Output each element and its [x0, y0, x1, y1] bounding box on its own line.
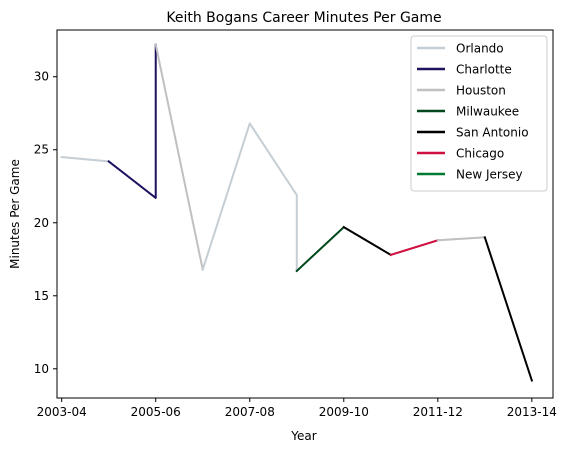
legend-label: Chicago [456, 147, 504, 161]
x-tick-label: 2003-04 [37, 405, 87, 419]
series-line-houston-2 [154, 43, 204, 271]
series-line-chicago-6 [389, 239, 440, 257]
x-tick-label: 2011-12 [413, 405, 463, 419]
series-line-charlotte-1 [107, 43, 157, 199]
chart-title: Keith Bogans Career Minutes Per Game [166, 10, 441, 26]
series-line-san-antonio-5 [342, 225, 393, 257]
legend-label: Milwaukee [456, 105, 519, 119]
series-line-milwaukee-4 [295, 225, 346, 273]
legend-label: Charlotte [456, 63, 512, 77]
y-tick-label: 20 [34, 216, 49, 230]
x-tick-label: 2005-06 [131, 405, 181, 419]
y-tick-label: 25 [34, 143, 49, 157]
y-tick-label: 30 [34, 70, 49, 84]
x-tick-label: 2013-14 [507, 405, 557, 419]
y-tick-label: 10 [34, 362, 49, 376]
series-line-orlando-3 [201, 122, 298, 272]
y-axis-label: Minutes Per Game [8, 159, 22, 269]
legend-label: New Jersey [456, 168, 523, 182]
x-tick-label: 2007-08 [225, 405, 275, 419]
y-tick-label: 15 [34, 289, 49, 303]
legend-label: Orlando [456, 42, 504, 56]
series-line-houston-7 [436, 236, 486, 242]
legend-label: Houston [456, 84, 506, 98]
axis-ticks: 2003-04 2005-06 2007-08 2009-10 2011-12 2013-… [34, 70, 557, 419]
legend: Orlando Charlotte Houston Milwaukee San Anto… [410, 35, 548, 192]
plot-area-frame [56, 29, 554, 399]
series-line-orlando-0 [60, 155, 110, 163]
legend-label: San Antonio [456, 126, 529, 140]
series-lines [60, 43, 534, 382]
x-axis-label: Year [290, 429, 316, 443]
x-tick-label: 2009-10 [319, 405, 369, 419]
series-line-san-antonio-8 [483, 236, 534, 382]
